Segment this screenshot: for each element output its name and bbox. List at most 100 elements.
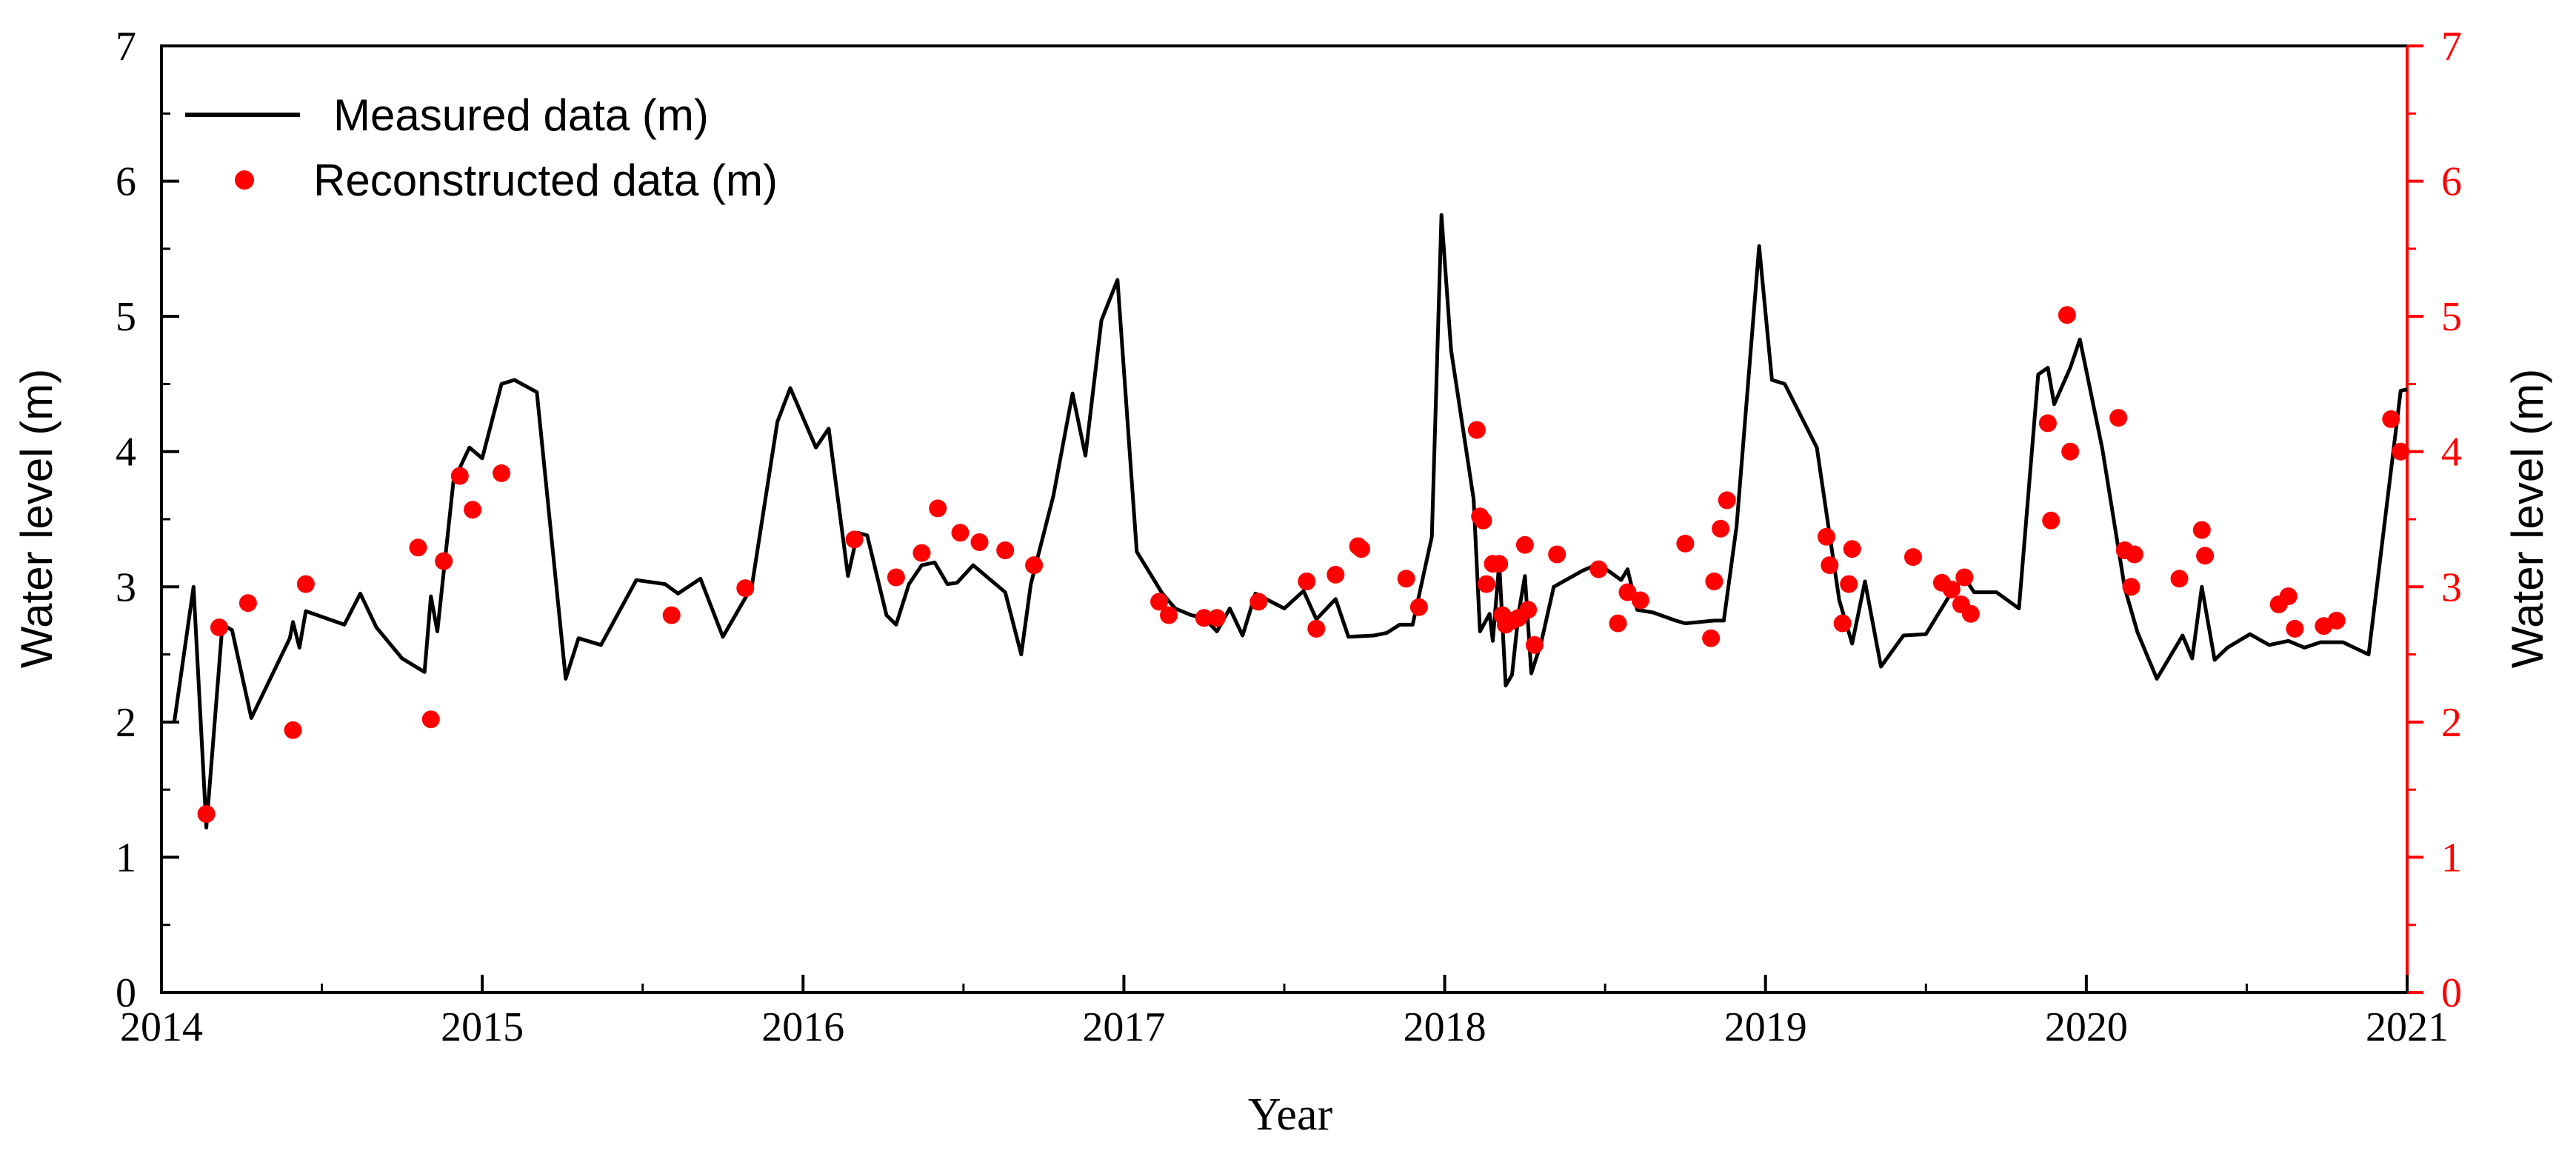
reconstructed-data-point (1249, 593, 1268, 611)
left-y-ticks: 0 1 2 3 4 5 6 7 (116, 24, 179, 1016)
reconstructed-data-point (2196, 547, 2215, 565)
y-axis-title-right: Water level (m) (2503, 369, 2552, 668)
x-tick-label: 2019 (1724, 1004, 1807, 1050)
reconstructed-data-series (197, 306, 2410, 823)
reconstructed-data-point (1195, 609, 1213, 627)
y-tick-label-left: 2 (116, 700, 136, 746)
reconstructed-data-point (2327, 611, 2346, 630)
reconstructed-data-point (736, 579, 755, 598)
reconstructed-data-point (1160, 606, 1178, 624)
right-y-ticks: 0 1 2 3 4 5 6 7 (2407, 24, 2462, 1016)
y-tick-label-right: 0 (2441, 970, 2462, 1016)
y-tick-label-right: 7 (2441, 24, 2462, 70)
reconstructed-data-point (1409, 598, 1428, 616)
reconstructed-data-point (238, 594, 257, 613)
measured-data-line (172, 213, 2408, 830)
y-tick-label-left: 7 (116, 24, 136, 70)
y-tick-label-left: 3 (116, 564, 136, 610)
reconstructed-data-point (1631, 591, 1649, 610)
reconstructed-data-point (1718, 491, 1736, 510)
y-tick-label-left: 0 (116, 970, 136, 1016)
reconstructed-data-point (2382, 410, 2400, 428)
y-tick-label-right: 1 (2441, 835, 2462, 881)
reconstructed-data-point (1548, 545, 1566, 564)
x-tick-label: 2014 (120, 1004, 203, 1050)
reconstructed-data-point (1702, 629, 1721, 647)
reconstructed-data-point (1676, 534, 1695, 553)
reconstructed-data-point (493, 464, 511, 482)
reconstructed-data-point (421, 710, 440, 729)
y-tick-label-right: 6 (2441, 159, 2462, 205)
y-tick-label-left: 4 (116, 430, 136, 476)
reconstructed-data-point (1477, 575, 1495, 593)
reconstructed-data-point (1307, 619, 1326, 638)
reconstructed-data-point (409, 538, 427, 557)
reconstructed-data-point (1515, 536, 1534, 554)
reconstructed-data-point (450, 467, 469, 485)
reconstructed-data-point (435, 552, 453, 570)
reconstructed-data-point (2192, 521, 2211, 539)
reconstructed-data-point (1327, 565, 1345, 584)
reconstructed-data-point (1025, 556, 1044, 575)
reconstructed-data-point (1904, 548, 1922, 567)
reconstructed-data-point (1843, 540, 1861, 558)
reconstructed-data-point (970, 533, 989, 551)
x-ticks: 2014 2015 2016 2017 2018 2019 2020 2021 (120, 975, 2449, 1050)
reconstructed-data-point (2061, 442, 2080, 461)
reconstructed-data-point (2038, 414, 2057, 433)
y-tick-label-right: 4 (2441, 430, 2462, 476)
reconstructed-data-point (996, 541, 1015, 559)
reconstructed-data-point (1840, 575, 1858, 593)
reconstructed-data-point (1352, 540, 1370, 558)
reconstructed-data-point (210, 618, 228, 637)
x-tick-label: 2020 (2045, 1004, 2128, 1050)
reconstructed-data-point (2125, 545, 2143, 564)
reconstructed-data-point (1609, 614, 1627, 633)
reconstructed-data-point (296, 575, 315, 593)
y-tick-label-right: 3 (2441, 564, 2462, 610)
reconstructed-data-point (662, 606, 681, 624)
reconstructed-data-point (2170, 570, 2189, 588)
reconstructed-data-point (1208, 609, 1226, 627)
reconstructed-data-point (1519, 601, 1538, 619)
x-tick-label: 2015 (441, 1004, 524, 1050)
x-tick-label: 2018 (1404, 1004, 1486, 1050)
x-tick-label: 2016 (761, 1004, 844, 1050)
y-tick-label-right: 2 (2441, 700, 2462, 746)
legend-label-reconstructed: Reconstructed data (m) (313, 156, 778, 205)
reconstructed-data-point (845, 530, 864, 549)
reconstructed-data-point (1589, 560, 1608, 578)
reconstructed-data-point (1298, 573, 1316, 590)
reconstructed-data-point (887, 568, 905, 587)
reconstructed-data-point (1821, 556, 1839, 575)
reconstructed-data-point (1474, 511, 1492, 530)
x-axis-title: Year (1248, 1090, 1333, 1140)
reconstructed-data-point (197, 805, 216, 823)
legend-label-measured: Measured data (m) (333, 90, 709, 140)
reconstructed-data-point (2058, 306, 2076, 324)
reconstructed-data-point (1150, 593, 1169, 611)
reconstructed-data-point (1712, 519, 1730, 538)
reconstructed-data-point (951, 524, 970, 542)
y-tick-label-right: 5 (2441, 294, 2462, 340)
reconstructed-data-point (1490, 555, 1509, 573)
y-tick-label-left: 6 (116, 159, 136, 205)
reconstructed-data-point (1467, 421, 1486, 439)
reconstructed-data-point (1705, 573, 1724, 590)
reconstructed-data-point (284, 721, 302, 739)
reconstructed-data-point (2279, 587, 2298, 606)
measured-data-series (172, 213, 2408, 830)
reconstructed-data-point (2042, 511, 2061, 530)
y-tick-label-left: 1 (116, 835, 136, 881)
legend: Measured data (m) Reconstructed data (m) (185, 90, 778, 205)
x-tick-label: 2021 (2366, 1004, 2449, 1050)
reconstructed-data-point (1525, 635, 1544, 654)
reconstructed-data-point (1397, 570, 1415, 588)
legend-marker-reconstructed (235, 170, 254, 190)
reconstructed-data-point (1955, 568, 1974, 587)
reconstructed-data-point (2122, 578, 2140, 596)
reconstructed-data-point (1961, 604, 1980, 623)
reconstructed-data-point (912, 544, 931, 562)
reconstructed-data-point (1833, 614, 1852, 633)
